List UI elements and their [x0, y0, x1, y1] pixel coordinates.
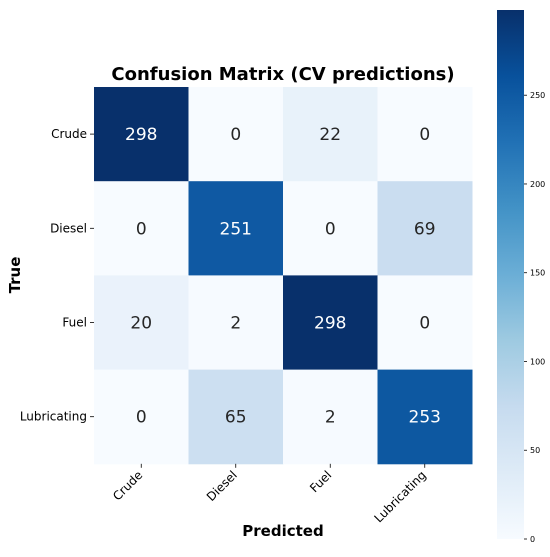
y-axis-label: True: [6, 257, 24, 294]
colorbar-tick-label: 250: [530, 91, 545, 100]
heatmap-cell: [188, 275, 284, 371]
heatmap-cell: [283, 275, 378, 371]
colorbar-tick-label: 150: [530, 269, 545, 278]
y-tick-label: Fuel: [62, 316, 87, 330]
cell-value-label: 20: [130, 314, 152, 334]
heatmap-cell: [94, 87, 189, 182]
heatmap-cell: [188, 369, 284, 465]
colorbar-tick-label: 200: [530, 180, 545, 189]
cell-value-label: 2: [230, 314, 241, 334]
colorbar: 0 50 100 150 200 250: [497, 10, 545, 544]
heatmap-cell: [94, 369, 189, 465]
heatmap-cell: [377, 181, 473, 276]
colorbar-ticks: 0 50 100 150 200 250: [524, 91, 545, 544]
heatmap-cell: [94, 275, 189, 371]
cell-value-label: 22: [319, 125, 341, 145]
colorbar-tick-label: 100: [530, 357, 545, 366]
cell-value-label: 298: [125, 125, 157, 145]
cell-value-label: 0: [230, 125, 241, 145]
colorbar-tick-label: 50: [530, 446, 540, 455]
heatmap-cells: [94, 87, 473, 465]
x-tick-label: Diesel: [204, 468, 240, 504]
cell-value-label: 0: [136, 408, 147, 428]
colorbar-tick-label: 0: [530, 535, 535, 544]
heatmap-cell: [188, 181, 284, 276]
x-tick-label: Lubricating: [371, 468, 428, 525]
heatmap-cell: [283, 369, 378, 465]
colorbar-gradient: [497, 10, 524, 539]
chart-title: Confusion Matrix (CV predictions): [111, 64, 454, 85]
y-tick-label: Lubricating: [20, 410, 87, 424]
cell-value-labels: 298 0 22 0 0 251 0 69 20 2 298 0 0 65 2 253: [125, 125, 441, 428]
y-tick-labels: Crude Diesel Fuel Lubricating: [20, 127, 94, 424]
cell-value-label: 253: [409, 408, 441, 428]
x-tick-label: Fuel: [307, 468, 334, 495]
heatmap-cell: [377, 369, 473, 465]
cell-value-label: 0: [136, 219, 147, 239]
y-tick-label: Diesel: [50, 221, 87, 235]
cell-value-label: 65: [225, 408, 247, 428]
heatmap-cell: [94, 181, 189, 276]
heatmap-cell: [188, 87, 284, 182]
heatmap-cell: [283, 181, 378, 276]
cell-value-label: 0: [419, 314, 430, 334]
cell-value-label: 69: [414, 219, 436, 239]
cell-value-label: 298: [314, 314, 346, 334]
cell-value-label: 2: [325, 408, 336, 428]
cell-value-label: 0: [325, 219, 336, 239]
x-tick-label: Crude: [110, 468, 145, 503]
heatmap-cell: [377, 275, 473, 371]
x-axis-label: Predicted: [242, 522, 323, 540]
heatmap-cell: [283, 87, 378, 182]
x-tick-labels: Crude Diesel Fuel Lubricating: [110, 463, 429, 525]
cell-value-label: 251: [220, 219, 252, 239]
cell-value-label: 0: [419, 125, 430, 145]
heatmap-cell: [377, 87, 473, 182]
y-tick-label: Crude: [51, 127, 87, 141]
